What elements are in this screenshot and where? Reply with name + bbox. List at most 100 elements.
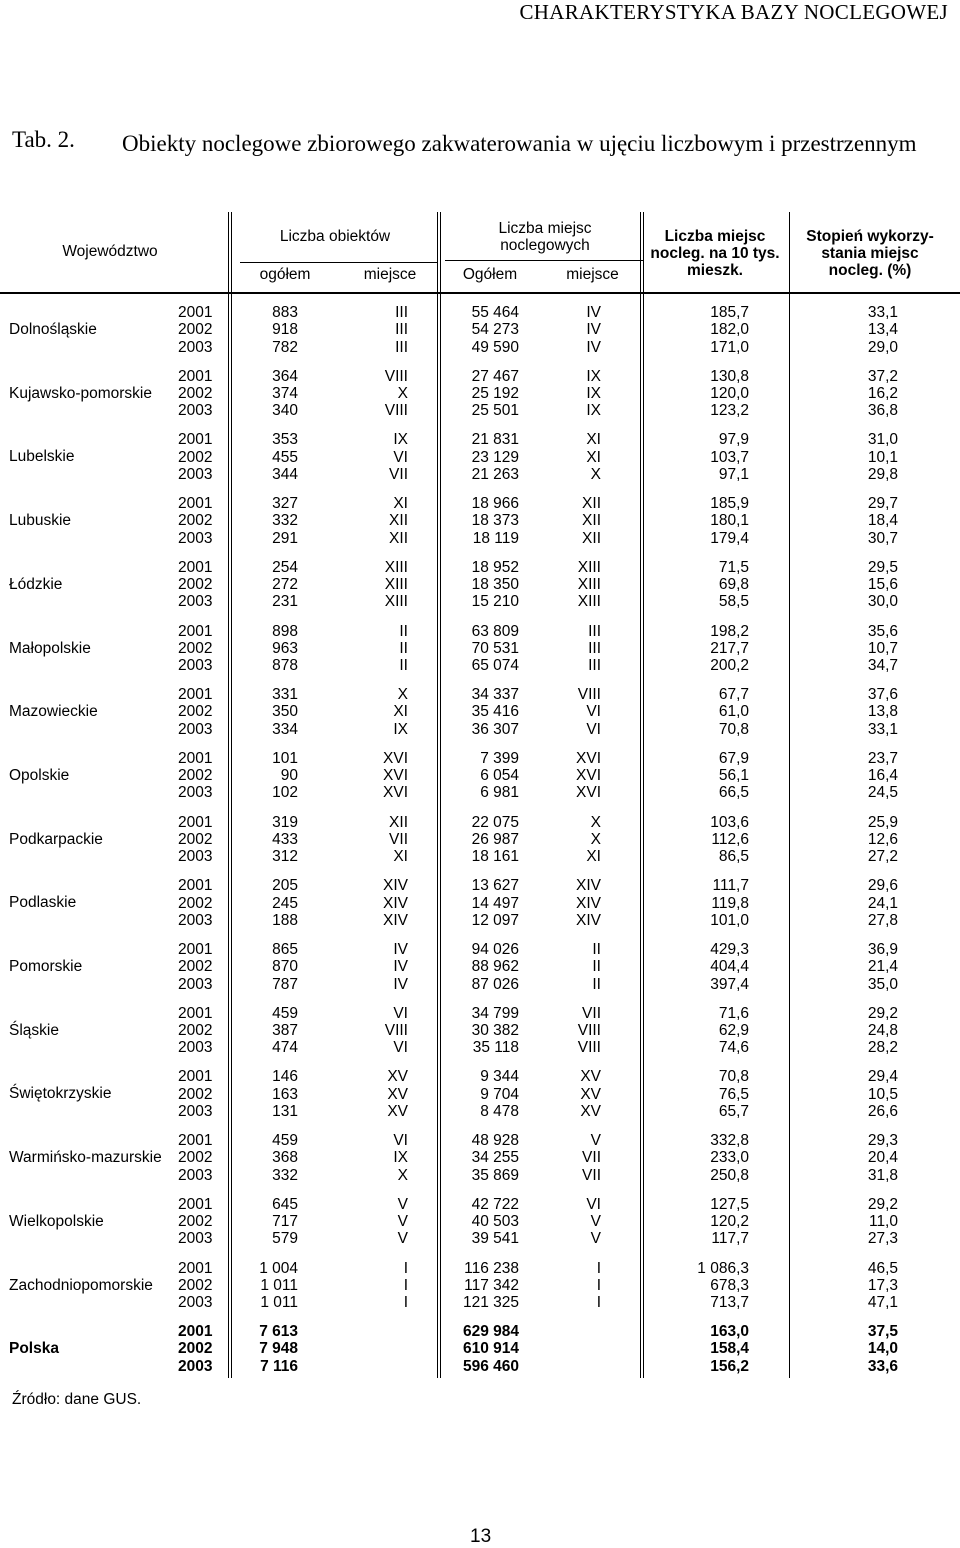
objects-rank-cell: V — [397, 1195, 408, 1213]
region-name: Wielkopolskie — [9, 1212, 104, 1230]
table-row: 2002 1 011 I 117 342 I 678,3 17,3 — [0, 1277, 960, 1294]
objects-total-cell: 327 — [272, 495, 298, 513]
region-group: Małopolskie 2001 898 II 63 809 III 198,2 35,6 20… — [0, 623, 960, 675]
usage-rate-cell: 31,8 — [867, 1166, 898, 1184]
region-group: Śląskie 2001 459 VI 34 799 VII 71,6 29,2 2002 387… — [0, 1005, 960, 1057]
places-total-cell: 34 255 — [471, 1149, 519, 1167]
objects-total-cell: 312 — [272, 848, 298, 866]
places-total-cell: 63 809 — [471, 622, 519, 640]
divider-before-places-a — [437, 212, 438, 1378]
divider-before-per-capita-a — [640, 212, 641, 1378]
region-group: Lubuskie 2001 327 XI 18 966 XII 185,9 29,7 2002 3… — [0, 495, 960, 547]
table-row: 2003 312 XI 18 161 XI 86,5 27,2 — [0, 848, 960, 865]
usage-rate-cell: 34,7 — [867, 657, 898, 675]
places-per-capita-cell: 404,4 — [710, 958, 749, 976]
objects-rank-cell: VI — [393, 1132, 408, 1150]
places-total-cell: 18 119 — [472, 529, 519, 547]
places-rank-cell: XII — [582, 512, 601, 530]
year-cell: 2003 — [178, 593, 213, 611]
objects-total-cell: 319 — [272, 813, 298, 831]
places-total-cell: 9 344 — [480, 1068, 519, 1086]
objects-rank-cell: XVI — [383, 784, 408, 802]
places-total-cell: 49 590 — [471, 338, 519, 356]
table-row: 2002 963 II 70 531 III 217,7 10,7 — [0, 640, 960, 657]
objects-rank-cell: VI — [393, 1039, 408, 1057]
year-cell: 2002 — [178, 576, 213, 594]
header-usage-line2: stania miejsc — [821, 245, 919, 262]
places-total-cell: 12 097 — [471, 911, 519, 929]
places-total-cell: 34 799 — [471, 1004, 519, 1022]
objects-total-cell: 7 948 — [259, 1340, 298, 1358]
places-rank-cell: IV — [586, 338, 601, 356]
places-rank-cell: V — [590, 1213, 601, 1231]
table-row: 2002 163 XV 9 704 XV 76,5 10,5 — [0, 1086, 960, 1103]
places-rank-cell: XIV — [576, 911, 601, 929]
places-per-capita-cell: 86,5 — [718, 848, 749, 866]
header-per-capita-line3: mieszk. — [686, 262, 743, 279]
places-total-cell: 13 627 — [471, 877, 519, 895]
objects-total-cell: 332 — [272, 512, 298, 530]
places-per-capita-cell: 62,9 — [718, 1021, 749, 1039]
places-rank-cell: I — [596, 1294, 601, 1312]
table-row: 2003 878 II 65 074 III 200,2 34,7 — [0, 657, 960, 674]
usage-rate-cell: 30,0 — [867, 593, 898, 611]
objects-rank-cell: XIV — [383, 894, 408, 912]
places-per-capita-cell: 332,8 — [710, 1132, 749, 1150]
objects-rank-cell: XVI — [383, 749, 408, 767]
year-cell: 2003 — [178, 720, 213, 738]
objects-rank-cell: XV — [387, 1068, 408, 1086]
usage-rate-cell: 36,8 — [867, 402, 898, 420]
divider-before-objects-a — [228, 212, 229, 1378]
places-per-capita-cell: 1 086,3 — [697, 1259, 749, 1277]
places-total-cell: 88 962 — [471, 958, 519, 976]
objects-total-cell: 340 — [272, 402, 298, 420]
table-row: 2003 102 XVI 6 981 XVI 66,5 24,5 — [0, 784, 960, 801]
table-title: Obiekty noclegowe zbiorowego zakwaterowa… — [122, 131, 917, 156]
objects-total-cell: 870 — [272, 958, 298, 976]
year-cell: 2003 — [178, 465, 213, 483]
objects-rank-cell: X — [397, 1166, 408, 1184]
places-total-cell: 21 263 — [471, 465, 519, 483]
usage-rate-cell: 13,8 — [867, 703, 898, 721]
places-total-cell: 7 399 — [480, 749, 519, 767]
usage-rate-cell: 29,2 — [867, 1195, 898, 1213]
objects-rank-cell: XI — [393, 848, 408, 866]
usage-rate-cell: 33,1 — [867, 304, 898, 321]
places-per-capita-cell: 156,2 — [710, 1357, 749, 1375]
places-rank-cell: XI — [586, 848, 601, 866]
objects-total-cell: 131 — [272, 1102, 298, 1120]
places-rank-cell: III — [588, 657, 601, 675]
objects-total-cell: 459 — [272, 1132, 298, 1150]
places-rank-cell: V — [590, 1132, 601, 1150]
objects-total-cell: 474 — [272, 1039, 298, 1057]
table-row: 2002 272 XIII 18 350 XIII 69,8 15,6 — [0, 576, 960, 593]
year-cell: 2002 — [178, 1276, 213, 1294]
objects-rank-cell: VI — [393, 1004, 408, 1022]
objects-subheader-rule — [240, 262, 438, 263]
objects-rank-cell: X — [397, 384, 408, 402]
places-per-capita-cell: 67,9 — [718, 749, 749, 767]
objects-total-cell: 353 — [272, 431, 298, 449]
region-name: Lubelskie — [9, 448, 75, 466]
places-per-capita-cell: 101,0 — [710, 911, 749, 929]
objects-rank-cell: III — [395, 304, 408, 321]
year-cell: 2001 — [178, 1132, 213, 1150]
header-objects: Liczba obiektów — [279, 228, 391, 245]
year-cell: 2001 — [178, 495, 213, 513]
places-total-cell: 18 373 — [471, 512, 519, 530]
usage-rate-cell: 30,7 — [867, 529, 898, 547]
year-cell: 2002 — [178, 448, 213, 466]
places-per-capita-cell: 120,0 — [710, 384, 749, 402]
objects-rank-cell: XIII — [384, 558, 408, 576]
objects-total-cell: 787 — [272, 975, 298, 993]
region-name: Łódzkie — [9, 575, 63, 593]
places-per-capita-cell: 120,2 — [710, 1213, 749, 1231]
objects-rank-cell: XI — [393, 703, 408, 721]
year-cell: 2001 — [178, 1068, 213, 1086]
region-group: Kujawsko-pomorskie 2001 364 VIII 27 467 IX 130… — [0, 368, 960, 420]
table-row: 2001 101 XVI 7 399 XVI 67,9 23,7 — [0, 750, 960, 767]
usage-rate-cell: 29,6 — [867, 877, 898, 895]
usage-rate-cell: 47,1 — [867, 1294, 898, 1312]
places-per-capita-cell: 67,7 — [718, 686, 749, 704]
objects-total-cell: 7 613 — [259, 1323, 298, 1341]
